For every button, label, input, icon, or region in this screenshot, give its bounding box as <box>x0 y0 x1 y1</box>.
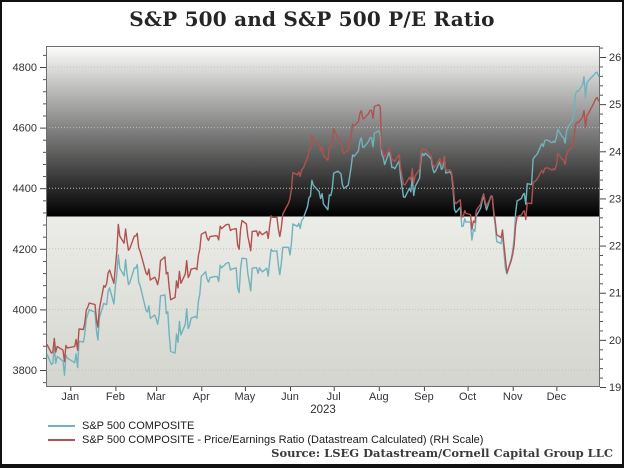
x-axis-month-label: Nov <box>503 391 523 403</box>
x-axis-month-label: Jun <box>281 391 299 403</box>
y-axis-right-tick-label: 22 <box>609 241 621 253</box>
x-axis-year-label: 2023 <box>310 404 336 416</box>
legend: S&P 500 COMPOSITE S&P 500 COMPOSITE - Pr… <box>48 419 483 447</box>
y-axis-right-tick-label: 19 <box>609 382 621 394</box>
x-axis-month-label: Jul <box>327 391 341 403</box>
x-axis-month-label: Aug <box>369 391 389 403</box>
y-axis-left-tick-label: 4200 <box>13 244 37 256</box>
y-axis-right-tick-label: 21 <box>609 288 621 300</box>
y-axis-right-tick-label: 26 <box>609 52 621 64</box>
sp500-line-swatch <box>48 425 75 428</box>
x-axis-month-label: Jan <box>61 391 79 403</box>
pe-ratio-line <box>46 96 600 363</box>
plot-background <box>46 46 600 387</box>
x-axis-month-label: Oct <box>459 391 476 403</box>
y-axis-left-tick-label: 4000 <box>13 304 37 316</box>
x-axis-month-label: May <box>235 391 256 403</box>
chart-title: S&P 500 and S&P 500 P/E Ratio <box>129 7 495 31</box>
source-note: Source: LSEG Datastream/Cornell Capital … <box>271 446 613 460</box>
y-axis-right-tick-label: 24 <box>609 146 621 158</box>
legend-label-pe-ratio: S&P 500 COMPOSITE - Price/Earnings Ratio… <box>82 434 484 447</box>
plot-frame <box>46 46 600 387</box>
y-axis-left-tick-label: 3800 <box>13 365 37 377</box>
legend-item-pe-ratio: S&P 500 COMPOSITE - Price/Earnings Ratio… <box>48 433 483 447</box>
x-axis-month-label: Mar <box>147 391 166 403</box>
legend-label-sp500: S&P 500 COMPOSITE <box>82 420 195 433</box>
y-axis-right-tick-label: 25 <box>609 99 621 111</box>
y-axis-right-tick-label: 20 <box>609 335 621 347</box>
pe-ratio-line-swatch <box>48 439 75 442</box>
x-axis-month-label: Feb <box>106 391 125 403</box>
y-axis-left-tick-label: 4800 <box>13 62 37 74</box>
y-axis-left-tick-label: 4400 <box>13 183 37 195</box>
x-axis-month-label: Apr <box>193 391 210 403</box>
x-axis-month-label: Sep <box>414 391 434 403</box>
y-axis-right-tick-label: 23 <box>609 193 621 205</box>
x-axis-month-label: Dec <box>547 391 567 403</box>
legend-item-sp500: S&P 500 COMPOSITE <box>48 419 483 433</box>
y-axis-left-tick-label: 4600 <box>13 123 37 135</box>
